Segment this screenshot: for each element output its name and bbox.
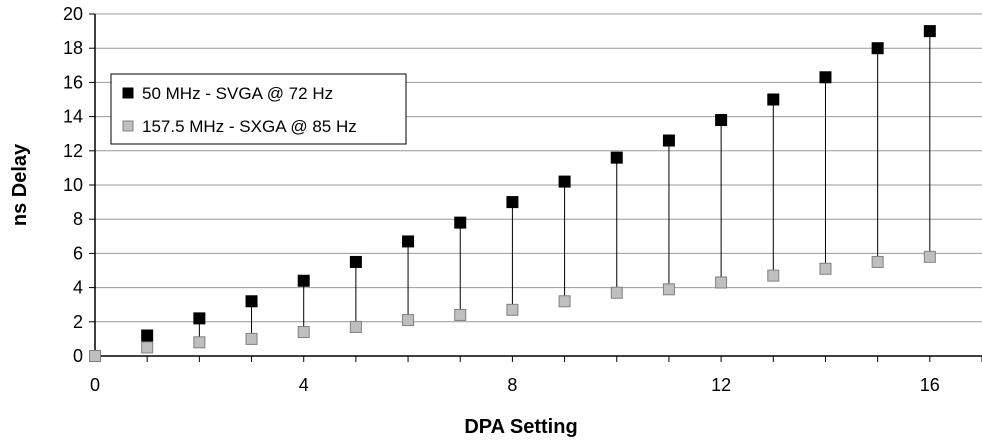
y-tick-label-0: 0: [73, 346, 83, 366]
x-tick-label-4: 4: [299, 375, 309, 395]
point-series-2-x-8: [506, 303, 519, 316]
x-tick-label-0: 0: [90, 375, 100, 395]
point-series-2-x-3: [245, 332, 258, 345]
point-series-2-x-4: [297, 326, 310, 339]
point-series-1-x-11: [662, 134, 675, 147]
point-series-2-x-7: [454, 308, 467, 321]
point-series-1-x-8: [506, 196, 519, 209]
point-series-2-x-12: [715, 276, 728, 289]
point-series-1-x-13: [767, 93, 780, 106]
point-series-1-x-10: [610, 151, 623, 164]
point-series-2-x-6: [402, 314, 415, 327]
point-series-1-x-15: [871, 42, 884, 55]
point-series-1-x-5: [349, 255, 362, 268]
legend-label-series-2: 157.5 MHz - SXGA @ 85 Hz: [142, 117, 357, 136]
tick-labels: 0 2 4 6 8 10 12 14 16 18 20 0 4 8 12 16: [63, 4, 940, 395]
point-series-1-x-6: [402, 235, 415, 248]
y-tick-label-20: 20: [63, 4, 83, 24]
point-series-1-x-7: [454, 216, 467, 229]
point-series-2-x-15: [871, 255, 884, 268]
y-tick-label-8: 8: [73, 209, 83, 229]
x-tick-label-12: 12: [711, 375, 731, 395]
point-series-2-x-5: [349, 320, 362, 333]
point-series-2-x-16: [923, 250, 936, 263]
data-points: [89, 25, 936, 362]
point-series-2-x-0: [89, 350, 101, 362]
point-series-1-x-1: [141, 329, 154, 342]
point-series-1-x-16: [923, 25, 936, 38]
y-axis-title: ns Delay: [9, 143, 31, 226]
x-tick-label-8: 8: [507, 375, 517, 395]
legend-box: [110, 73, 407, 145]
y-tick-label-16: 16: [63, 72, 83, 92]
y-tick-label-14: 14: [63, 107, 83, 127]
point-series-1-x-9: [558, 175, 571, 188]
x-axis-title: DPA Setting: [464, 416, 577, 438]
point-series-2-x-2: [193, 336, 206, 349]
legend: 50 MHz - SVGA @ 72 Hz 157.5 MHz - SXGA @…: [110, 73, 407, 145]
point-series-1-x-3: [245, 295, 258, 308]
legend-marker-series-2: [122, 120, 134, 132]
x-tick-label-16: 16: [920, 375, 940, 395]
point-series-1-x-14: [819, 71, 832, 84]
point-series-1-x-2: [193, 312, 206, 325]
y-tick-label-18: 18: [63, 38, 83, 58]
point-series-1-x-12: [715, 114, 728, 127]
y-tick-label-4: 4: [73, 278, 83, 298]
gridlines: [95, 13, 982, 323]
point-series-2-x-14: [819, 262, 832, 275]
point-series-1-x-4: [297, 274, 310, 287]
point-series-2-x-1: [141, 341, 154, 354]
axes: [89, 13, 982, 362]
legend-marker-series-1: [122, 87, 134, 99]
y-tick-label-12: 12: [63, 141, 83, 161]
point-series-2-x-11: [662, 283, 675, 296]
legend-label-series-1: 50 MHz - SVGA @ 72 Hz: [142, 84, 333, 103]
y-tick-label-10: 10: [63, 175, 83, 195]
point-series-2-x-9: [558, 295, 571, 308]
point-series-2-x-10: [610, 286, 623, 299]
point-series-2-x-13: [767, 269, 780, 282]
y-tick-label-2: 2: [73, 312, 83, 332]
y-tick-label-6: 6: [73, 243, 83, 263]
